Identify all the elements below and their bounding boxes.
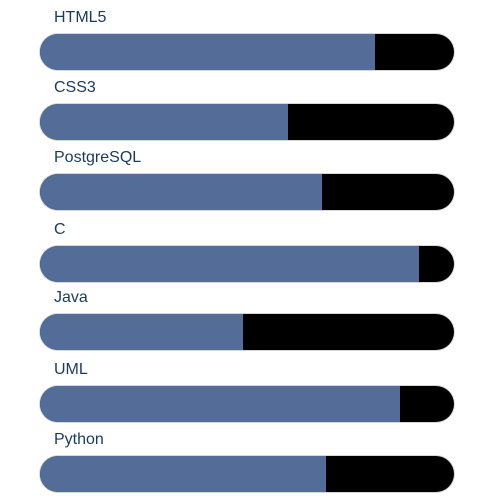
skill-java: Java bbox=[40, 288, 454, 358]
skill-progress-track bbox=[40, 456, 454, 492]
skill-label: HTML5 bbox=[54, 9, 107, 26]
skill-progress-fill bbox=[40, 104, 289, 140]
skill-progress-track bbox=[40, 314, 454, 350]
skill-progress-fill bbox=[40, 314, 243, 350]
skill-progress-fill bbox=[40, 386, 401, 422]
skill-progress-track bbox=[40, 386, 454, 422]
skill-progress-track bbox=[40, 34, 454, 70]
skill-css3: CSS3 bbox=[40, 78, 454, 148]
skill-progress-fill bbox=[40, 174, 322, 210]
skill-uml: UML bbox=[40, 360, 454, 430]
skill-progress-track bbox=[40, 104, 454, 140]
skill-python: Python bbox=[40, 430, 454, 500]
skill-label: PostgreSQL bbox=[54, 149, 142, 166]
skill-progress-fill bbox=[40, 34, 376, 70]
skill-progress-track bbox=[40, 246, 454, 282]
skill-label: CSS3 bbox=[54, 79, 96, 96]
skill-html5: HTML5 bbox=[40, 8, 454, 78]
skill-progress-fill bbox=[40, 456, 326, 492]
skill-label: Java bbox=[54, 289, 88, 306]
skill-label: UML bbox=[54, 361, 88, 378]
skill-progress-fill bbox=[40, 246, 419, 282]
skill-c: C bbox=[40, 220, 454, 290]
skill-label: C bbox=[54, 221, 66, 238]
skill-postgresql: PostgreSQL bbox=[40, 148, 454, 218]
skill-label: Python bbox=[54, 431, 104, 448]
skill-progress-track bbox=[40, 174, 454, 210]
